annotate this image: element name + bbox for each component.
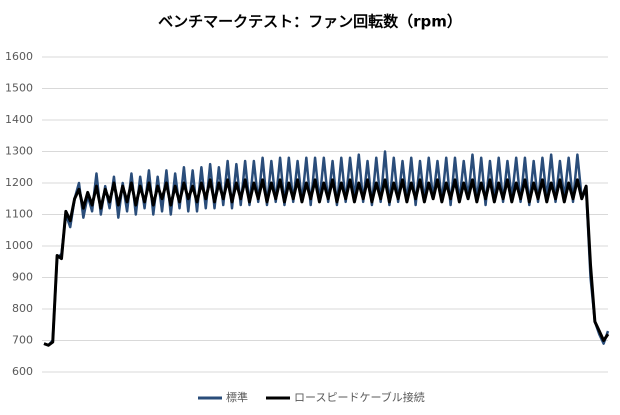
y-tick-label: 1600 — [5, 50, 33, 63]
y-tick-label: 800 — [12, 302, 33, 315]
series-line — [43, 178, 610, 347]
y-tick-label: 700 — [12, 334, 33, 347]
legend-label: ロースピードケーブル接続 — [294, 390, 425, 404]
y-tick-label: 900 — [12, 271, 33, 284]
legend-label: 標準 — [226, 390, 248, 404]
y-tick-label: 1000 — [5, 239, 33, 252]
y-tick-label: 1100 — [5, 208, 33, 221]
chart-title: ベンチマークテスト：ファン回転数（rpm） — [158, 13, 462, 31]
y-tick-label: 1200 — [5, 176, 33, 189]
y-tick-label: 1300 — [5, 145, 33, 158]
y-tick-label: 600 — [12, 365, 33, 378]
y-tick-label: 1500 — [5, 82, 33, 95]
y-tick-label: 1400 — [5, 113, 33, 126]
